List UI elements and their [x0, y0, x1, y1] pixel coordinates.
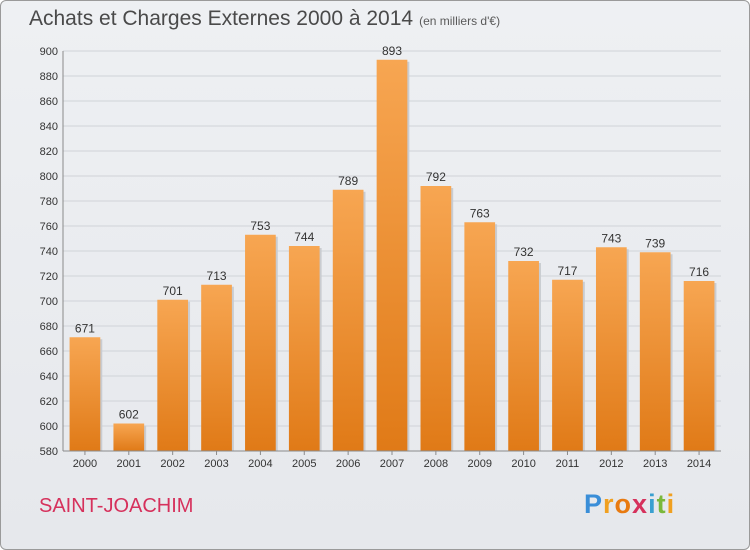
y-tick-label: 660 [40, 346, 58, 358]
value-label: 602 [119, 408, 139, 422]
bar-2012 [595, 247, 627, 451]
x-axis: 2000 2001 2002 2003 2004 2005 2006 2007 2008 2009… [63, 450, 721, 470]
x-tick-label: 2012 [599, 458, 623, 470]
value-label: 717 [557, 264, 577, 278]
x-tick-label: 2004 [248, 458, 272, 470]
bar-2004 [245, 234, 276, 451]
x-tick-label: 2009 [467, 458, 491, 470]
x-tick-label: 2006 [336, 458, 360, 470]
y-tick-label: 720 [40, 271, 58, 283]
value-label: 743 [601, 231, 621, 245]
y-tick-label: 620 [40, 396, 58, 408]
logo-letter: o [614, 489, 633, 519]
bar-2000 [69, 337, 101, 451]
x-tick-label: 2003 [204, 458, 228, 470]
x-tick-label: 2002 [160, 458, 184, 470]
y-tick-label: 780 [40, 196, 58, 208]
bar-2007 [376, 59, 408, 451]
bar-2009 [464, 222, 496, 451]
value-label: 713 [207, 269, 227, 283]
chart-subtitle: (en milliers d'€) [419, 14, 501, 28]
bar-2008 [420, 186, 452, 451]
logo-letter: r [603, 489, 615, 519]
logo-letter: i [648, 489, 657, 519]
y-tick-label: 880 [40, 71, 58, 83]
y-tick-label: 700 [40, 296, 58, 308]
bar-2005 [288, 246, 320, 451]
y-tick-label: 820 [40, 146, 58, 158]
y-tick-label: 760 [40, 221, 58, 233]
bar-2001 [113, 423, 145, 451]
chart-title: Achats et Charges Externes 2000 à 2014 (e… [29, 7, 500, 31]
y-tick-label: 840 [40, 121, 58, 133]
chart-title-text: Achats et Charges Externes 2000 à 2014 [29, 7, 414, 30]
bar-2013 [639, 252, 671, 451]
value-label: 671 [75, 321, 95, 335]
value-label: 701 [163, 284, 183, 298]
commune-name: SAINT-JOACHIM [39, 495, 194, 517]
x-tick-label: 2007 [380, 458, 404, 470]
value-label: 739 [645, 236, 665, 250]
proxiti-logo: Proxiti [584, 489, 675, 520]
x-tick-label: 2008 [424, 458, 448, 470]
value-label: 792 [426, 170, 446, 184]
value-label: 744 [294, 230, 314, 244]
y-tick-label: 740 [40, 246, 58, 258]
bar-2014 [683, 281, 715, 451]
y-tick-label: 860 [40, 96, 58, 108]
bar-2010 [508, 261, 539, 451]
x-tick-label: 2005 [292, 458, 316, 470]
bar-2002 [157, 299, 189, 451]
y-tick-label: 900 [40, 46, 58, 58]
x-tick-label: 2014 [687, 458, 711, 470]
x-tick-label: 2010 [511, 458, 535, 470]
x-tick-label: 2013 [643, 458, 667, 470]
value-label: 893 [382, 44, 402, 58]
bars: 671 602 701 713 753 744 789 893 792 763 732 717 743 7… [69, 44, 717, 451]
bar-2006 [332, 189, 364, 451]
y-tick-label: 680 [40, 321, 58, 333]
bar-2011 [552, 279, 583, 451]
y-tick-label: 800 [40, 171, 58, 183]
bar-2003 [201, 284, 232, 451]
x-tick-label: 2000 [73, 458, 97, 470]
value-label: 753 [250, 219, 270, 233]
x-tick-label: 2011 [556, 458, 580, 470]
y-tick-label: 600 [40, 421, 58, 433]
value-label: 732 [514, 245, 534, 259]
logo-letter: i [666, 489, 676, 519]
value-label: 789 [338, 174, 358, 188]
x-tick-label: 2001 [117, 458, 141, 470]
y-tick-label: 580 [40, 446, 58, 458]
value-label: 716 [689, 265, 709, 279]
value-label: 763 [470, 206, 490, 220]
y-tick-label: 640 [40, 371, 58, 383]
logo-letter: P [584, 489, 604, 519]
logo-letter: x [632, 489, 649, 519]
logo-letter: t [656, 489, 667, 519]
y-axis: 580 600 620 640 660 680 700 720 740 760 780 800 820 8… [40, 46, 64, 458]
